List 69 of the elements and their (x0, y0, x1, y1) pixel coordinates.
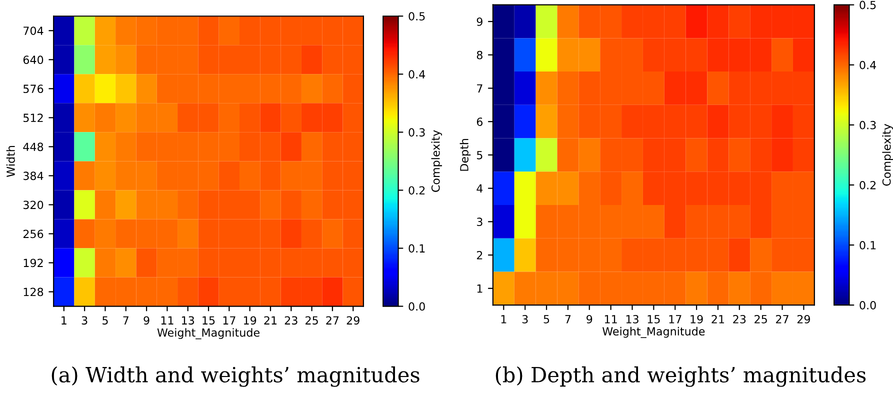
y-tick-label: 7 (477, 84, 482, 92)
y-tick-label: 4 (476, 184, 483, 193)
x-tick-label: 25 (306, 316, 318, 325)
color-bar-label: 0.1 (408, 244, 425, 253)
y-tick-label: 384 (23, 172, 44, 180)
x-tick-label: 3 (522, 314, 528, 324)
x-tick-label: 19 (690, 314, 703, 324)
x-tick-label: 5 (544, 315, 550, 324)
y-tick-label: 3 (476, 218, 482, 226)
text: (b) Depth and weights’ magnitudes (496, 366, 866, 387)
x-tick-label: 25 (754, 314, 767, 324)
x-tick-label: 5 (102, 316, 108, 325)
y-tick-label: 576 (24, 84, 44, 94)
color-bar-label: 0.3 (408, 128, 425, 137)
y-tick-label: 704 (24, 26, 44, 36)
y-tick-label: 9 (476, 17, 482, 26)
x-tick-label: 17 (223, 316, 236, 324)
x-tick-label: 29 (346, 316, 360, 325)
x-tick-label: 23 (284, 316, 298, 325)
x-tick-label: 11 (604, 315, 617, 324)
x-tick-label: 23 (733, 314, 746, 324)
y-tick-label: 192 (24, 258, 43, 268)
y-tick-label: 5 (477, 151, 482, 160)
x-tick-label: 1 (62, 316, 66, 324)
x-tick-label: 29 (797, 314, 810, 324)
x-tick-label: 9 (144, 316, 150, 325)
color-bar-title: Complexity (431, 130, 442, 192)
x-tick-label: 9 (586, 314, 592, 324)
x-axis-title: Weight_Magnitude (602, 326, 705, 338)
color-bar-label: 0.5 (860, 0, 876, 10)
y-tick-label: 6 (476, 118, 483, 126)
x-tick-label: 21 (712, 314, 724, 324)
x-tick-label: 15 (648, 315, 660, 324)
color-bar-label: 0.2 (408, 186, 425, 195)
x-tick-label: 15 (202, 316, 215, 325)
y-axis-title: Depth (460, 138, 471, 171)
x-tick-label: 7 (565, 315, 571, 324)
y-tick-label: 640 (23, 56, 44, 64)
x-tick-label: 19 (244, 316, 256, 325)
x-tick-label: 11 (161, 316, 174, 324)
x-tick-label: 27 (776, 314, 788, 324)
y-tick-label: 128 (24, 288, 44, 296)
x-axis-title: Weight_Magnitude (157, 328, 260, 340)
x-tick-label: 17 (669, 315, 682, 324)
x-tick-label: 1 (501, 315, 506, 324)
y-tick-label: 2 (476, 251, 482, 260)
y-tick-label: 448 (23, 142, 44, 152)
y-tick-label: 512 (24, 114, 43, 122)
color-bar-label: 0.0 (860, 301, 876, 310)
y-axis-title: Width (6, 146, 15, 177)
x-tick-label: 13 (626, 314, 638, 324)
color-bar-label: 0.4 (408, 70, 426, 79)
y-tick-label: 320 (23, 200, 44, 210)
x-tick-label: 13 (182, 316, 194, 325)
color-bar-label: 0.0 (408, 302, 425, 311)
x-tick-label: 27 (326, 316, 339, 324)
color-bar-label: 0.2 (860, 180, 876, 190)
color-bar-title: Complexity (882, 124, 893, 186)
x-tick-label: 21 (264, 316, 277, 324)
x-tick-label: 3 (82, 316, 88, 325)
color-bar-label: 0.4 (860, 60, 876, 70)
y-tick-label: 1 (477, 284, 482, 293)
color-bar-label: 0.1 (860, 241, 876, 250)
y-tick-label: 256 (23, 230, 44, 238)
color-bar-label: 0.3 (860, 120, 876, 130)
y-tick-label: 8 (476, 50, 482, 60)
text: (a) Width and weights’ magnitudes (52, 366, 420, 387)
x-tick-label: 7 (123, 316, 128, 324)
color-bar-label: 0.5 (408, 12, 425, 20)
